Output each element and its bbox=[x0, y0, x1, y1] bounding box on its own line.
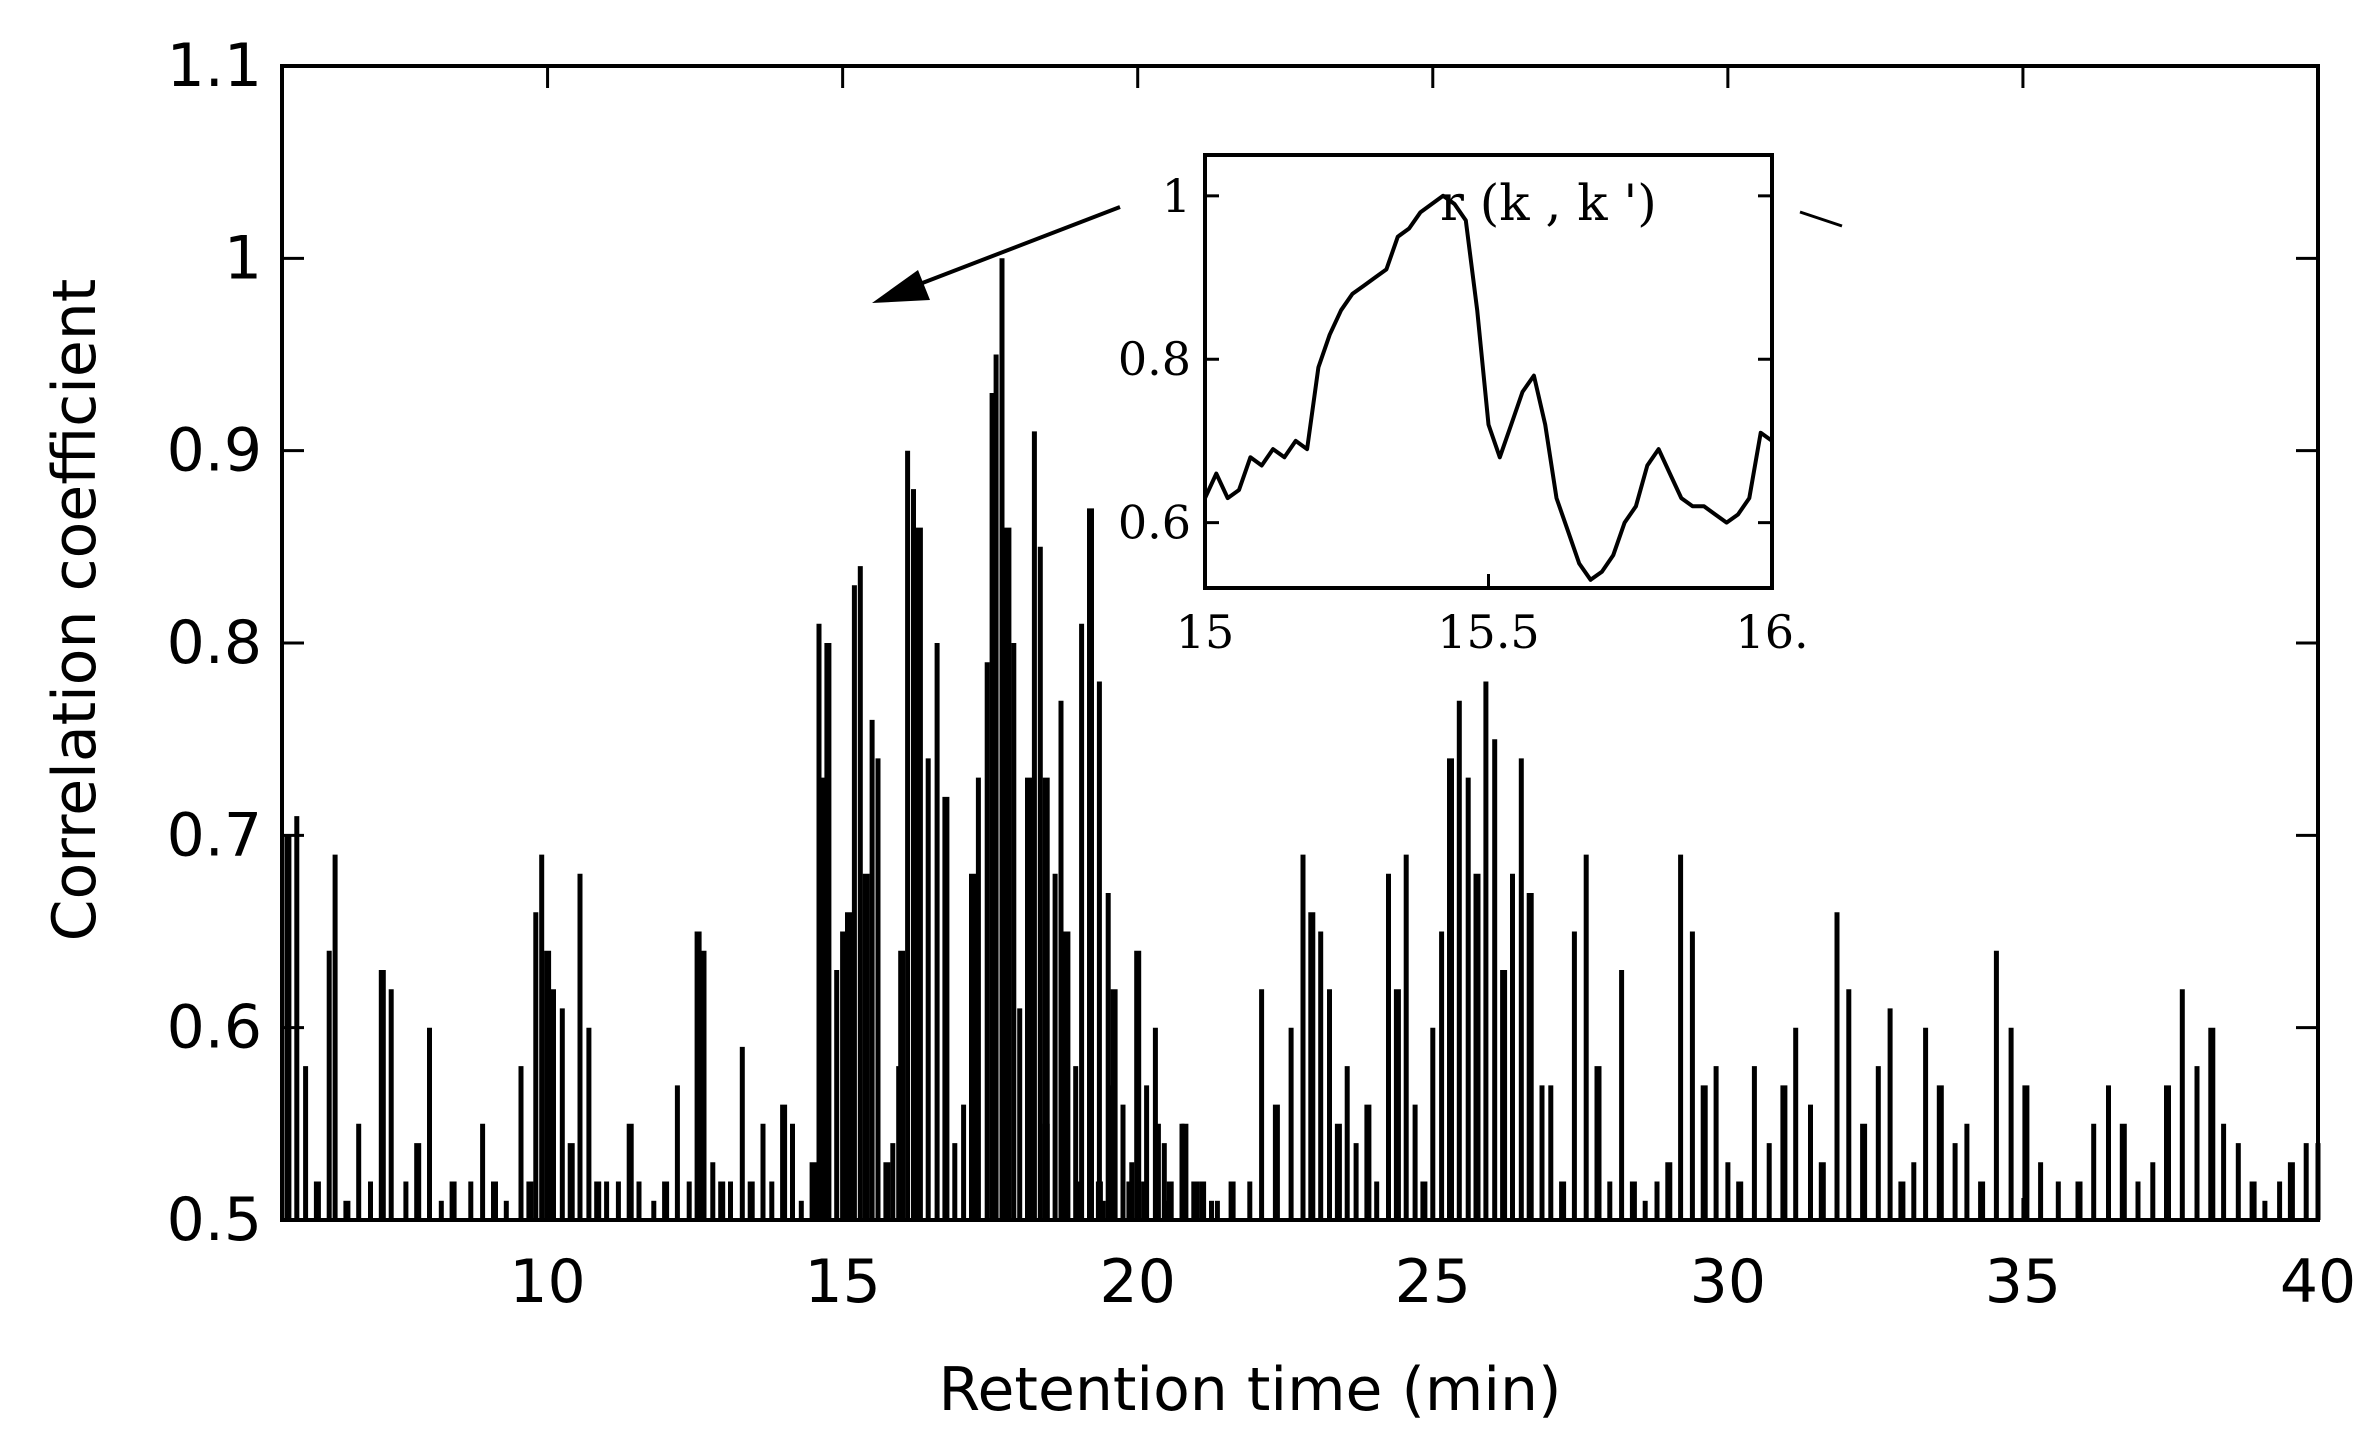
y-tick-label: 0.7 bbox=[167, 800, 262, 870]
x-tick-label: 20 bbox=[1100, 1247, 1176, 1317]
arrow-head bbox=[872, 270, 930, 303]
y-tick-label: 1 bbox=[224, 223, 262, 293]
main-plot: 0.5 0.6 0.7 0.8 0.9 1 1.1 10 15 20 25 30 35 40 bbox=[167, 31, 2357, 1317]
inset-x-tick-label: 16. bbox=[1735, 605, 1808, 659]
inset-y-tick-label: 1 bbox=[1162, 169, 1191, 223]
y-tick-label: 1.1 bbox=[167, 31, 262, 101]
x-tick-label: 35 bbox=[1985, 1247, 2061, 1317]
x-axis-label: Retention time (min) bbox=[939, 1355, 1562, 1425]
inset-y-tick-label: 0.8 bbox=[1118, 332, 1191, 386]
stray-mark bbox=[1799, 210, 1843, 228]
x-tick-label: 40 bbox=[2280, 1247, 2356, 1317]
inset-annotation: r (k , k ') bbox=[1440, 174, 1657, 232]
x-tick-label: 30 bbox=[1690, 1247, 1766, 1317]
inset-y-tick-label: 0.6 bbox=[1118, 496, 1191, 550]
inset-x-tick-label: 15.5 bbox=[1437, 605, 1539, 659]
y-axis-label: Correlation coefficient bbox=[40, 279, 110, 942]
inset-plot: 0.6 0.8 1 15 15.5 16. r (k , k ') bbox=[872, 153, 1843, 659]
y-tick-label: 0.9 bbox=[167, 416, 262, 486]
x-tick-label: 25 bbox=[1395, 1247, 1471, 1317]
y-tick-label: 0.8 bbox=[167, 608, 262, 678]
inset-series-line bbox=[1203, 193, 1774, 582]
x-tick-label: 10 bbox=[509, 1247, 585, 1317]
y-tick-label: 0.5 bbox=[167, 1185, 262, 1255]
y-tick-label: 0.6 bbox=[167, 993, 262, 1063]
arrow-line bbox=[911, 205, 1121, 289]
inset-frame bbox=[1203, 153, 1774, 590]
inset-x-tick-label: 15 bbox=[1176, 605, 1235, 659]
x-tick-label: 15 bbox=[804, 1247, 880, 1317]
